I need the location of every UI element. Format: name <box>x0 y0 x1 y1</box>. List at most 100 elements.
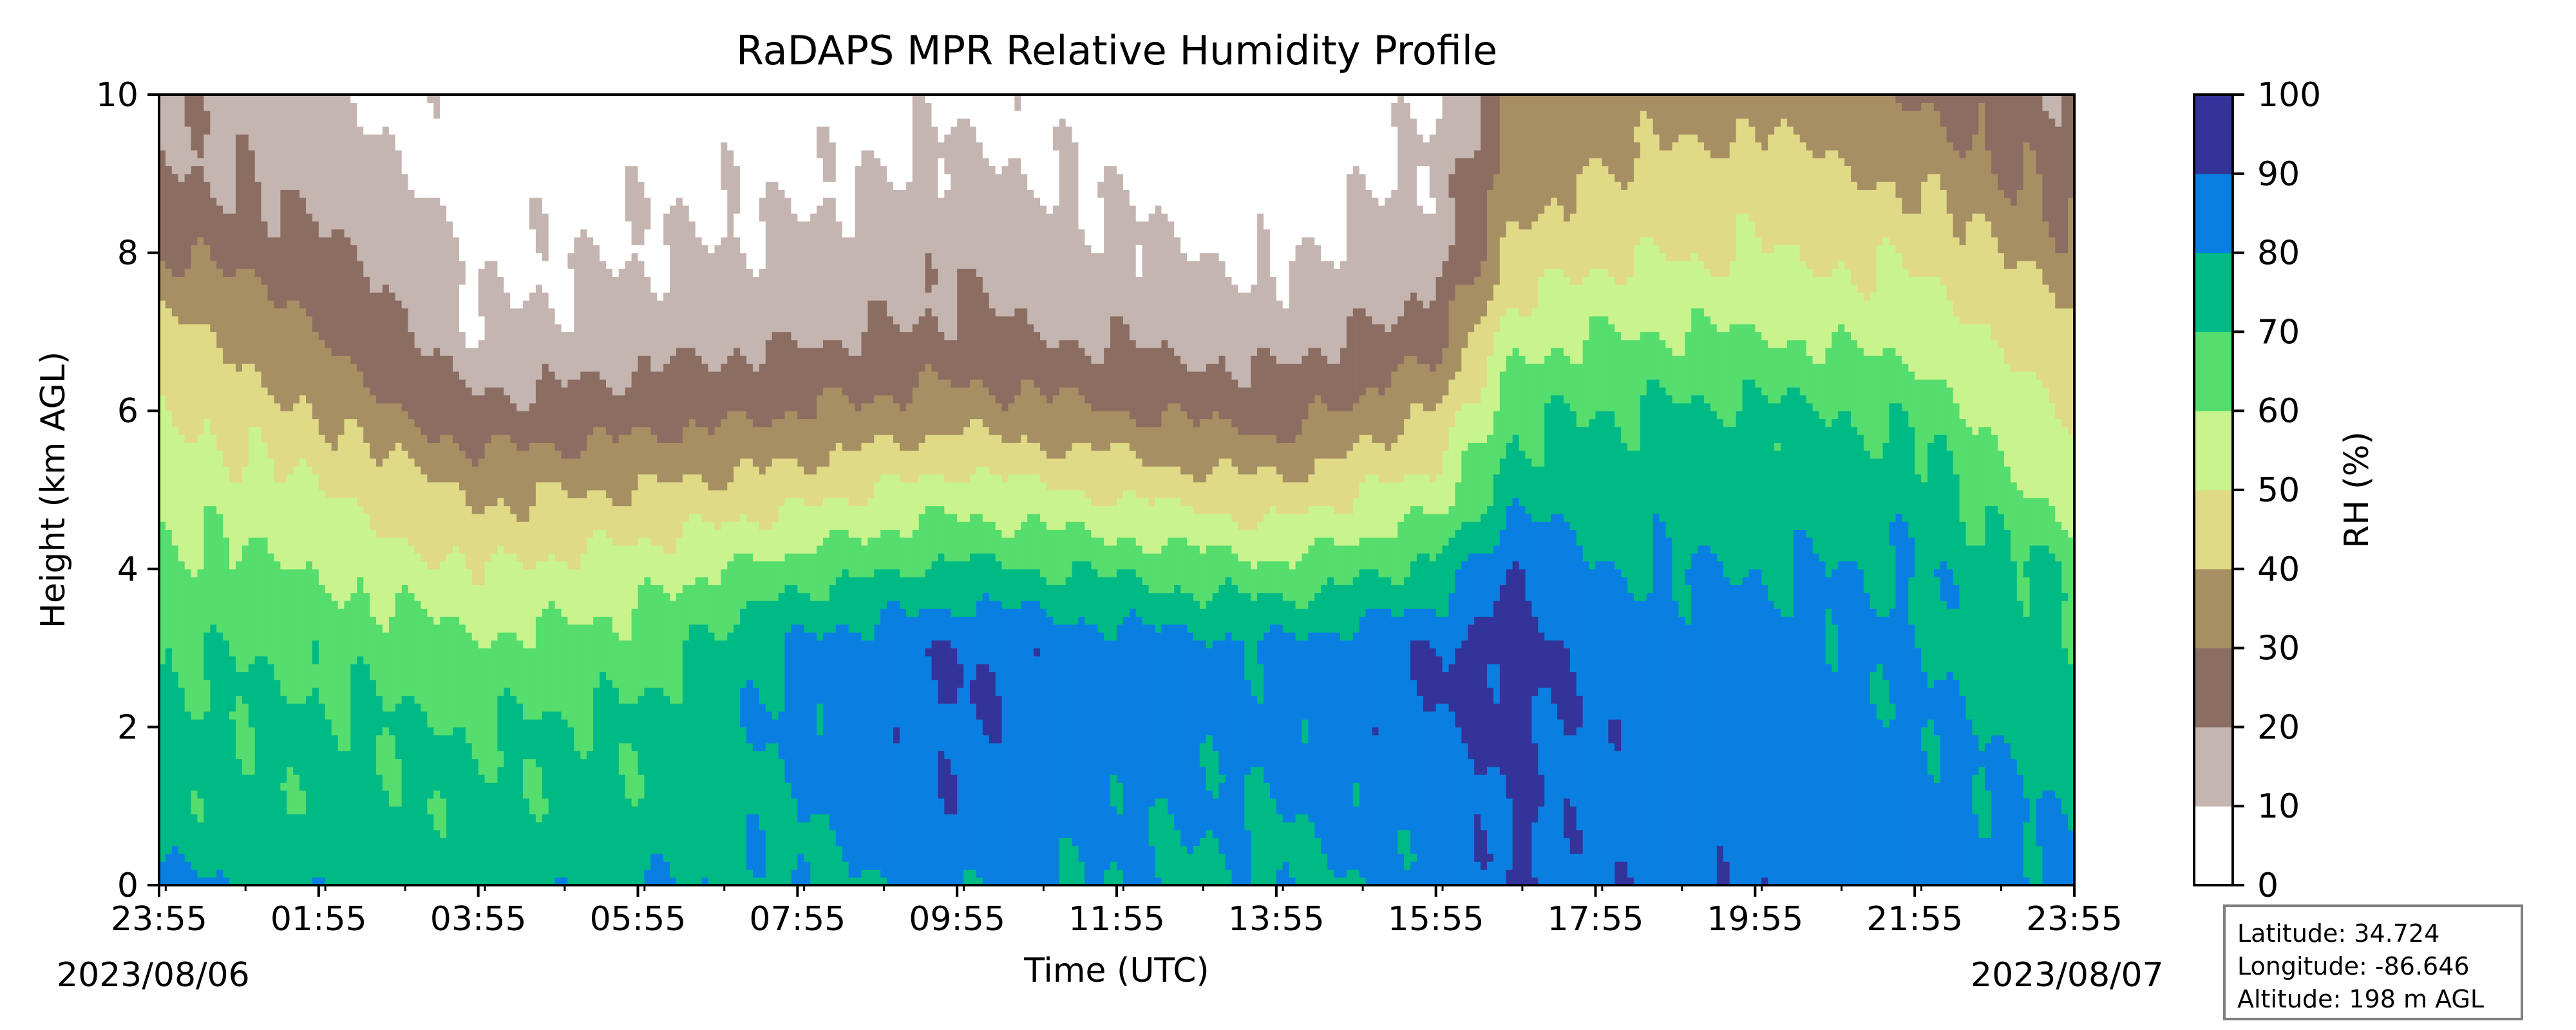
rh-cell <box>1404 300 1411 356</box>
rh-cell <box>1130 569 1137 609</box>
rh-cell <box>1034 332 1041 388</box>
rh-cell <box>1423 608 1430 641</box>
rh-cell <box>983 553 990 593</box>
rh-cell <box>1685 261 1692 332</box>
rh-cell <box>766 561 773 601</box>
rh-cell <box>1813 411 1820 554</box>
rh-cell <box>1761 253 1768 341</box>
rh-cell <box>1736 95 1743 118</box>
rh-cell <box>1717 332 1724 419</box>
rh-cell <box>236 134 243 268</box>
rh-cell <box>1500 95 1507 238</box>
rh-cell <box>363 593 370 664</box>
rh-cell <box>1621 861 1628 885</box>
rh-cell <box>1238 435 1245 474</box>
rh-cell <box>1314 593 1321 633</box>
rh-cell <box>919 577 926 609</box>
rh-cell <box>1091 364 1098 411</box>
rh-cell <box>989 743 996 886</box>
rh-cell <box>427 442 434 482</box>
rh-cell <box>1857 292 1864 348</box>
rh-cell <box>874 158 881 301</box>
rh-cell <box>427 727 434 798</box>
rh-cell <box>1359 308 1367 396</box>
rh-cell <box>657 854 664 886</box>
rh-cell <box>549 95 556 308</box>
rh-cell <box>1487 688 1494 767</box>
rh-cell <box>312 640 319 664</box>
rh-cell <box>274 95 281 238</box>
rh-cell <box>1436 514 1443 554</box>
rh-cell <box>1455 158 1462 285</box>
rh-cell <box>1334 95 1341 269</box>
rh-cell <box>1991 735 1998 886</box>
rh-cell <box>1596 411 1603 561</box>
rh-cell <box>268 395 275 459</box>
rh-cell <box>1296 435 1303 482</box>
rh-cell <box>989 166 996 309</box>
rh-cell <box>2017 601 2024 775</box>
rh-cell <box>516 521 524 561</box>
rh-cell <box>1608 174 1615 277</box>
rh-cell <box>670 704 677 878</box>
rh-cell <box>529 198 536 230</box>
rh-cell <box>1200 608 1207 641</box>
rh-cell <box>478 514 486 585</box>
rh-cell <box>1289 514 1296 570</box>
rh-cell <box>427 569 434 617</box>
rh-cell <box>714 371 721 427</box>
rh-cell <box>549 601 556 712</box>
rh-cell <box>1551 514 1558 641</box>
rh-cell <box>925 569 933 609</box>
rh-cell <box>1276 869 1283 885</box>
rh-cell <box>1174 624 1181 830</box>
rh-cell <box>242 545 249 672</box>
rh-cell <box>1200 418 1207 482</box>
rh-cell <box>350 102 357 245</box>
rh-cell <box>166 529 173 648</box>
rh-cell <box>1870 189 1877 292</box>
rh-cell <box>670 205 677 356</box>
rh-cell <box>2011 759 2018 886</box>
rh-cell <box>1468 442 1475 521</box>
rh-cell <box>1155 427 1162 467</box>
rh-cell <box>1097 364 1104 411</box>
rh-cell <box>1761 95 1768 151</box>
rh-cell <box>913 95 920 324</box>
rh-cell <box>1768 403 1775 601</box>
rh-cell <box>299 814 307 885</box>
rh-cell <box>1468 95 1475 158</box>
rh-cell <box>779 711 786 759</box>
rh-cell <box>893 442 900 474</box>
rh-cell <box>1417 134 1424 166</box>
rh-cell <box>670 95 677 206</box>
rh-cell <box>1883 348 1890 443</box>
rh-cell <box>357 656 364 886</box>
rh-cell <box>1321 538 1328 585</box>
rh-cell <box>389 292 396 404</box>
rh-cell <box>549 482 556 554</box>
rh-cell <box>632 545 639 609</box>
rh-cell <box>1436 704 1443 886</box>
rh-cell <box>702 364 709 427</box>
rh-cell <box>944 561 951 609</box>
rh-cell <box>855 166 862 356</box>
rh-cell <box>299 395 307 459</box>
rh-cell <box>593 490 600 530</box>
rh-cell <box>1066 387 1073 451</box>
rh-cell <box>996 695 1003 743</box>
rh-cell <box>1832 418 1839 569</box>
rh-cell <box>1589 316 1596 419</box>
rh-cell <box>1685 624 1692 886</box>
rh-cell <box>555 95 562 324</box>
rh-cell <box>529 814 536 885</box>
rh-cell <box>1538 276 1545 364</box>
rh-cell <box>363 664 370 885</box>
rh-cell <box>1410 861 1417 885</box>
rh-cell <box>1461 95 1468 158</box>
rh-cell <box>1965 221 1973 324</box>
rh-cell <box>1213 751 1220 798</box>
rh-cell <box>1647 379 1654 593</box>
rh-cell <box>178 324 185 435</box>
rh-cell <box>1608 719 1615 743</box>
